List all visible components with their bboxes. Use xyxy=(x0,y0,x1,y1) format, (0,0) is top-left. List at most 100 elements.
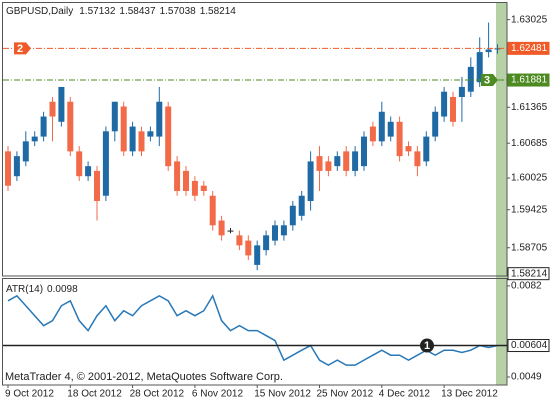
footer: MetaTrader 4, © 2001-2012, MetaQuotes So… xyxy=(5,371,283,383)
candle-body xyxy=(405,146,412,152)
level-marker-label: 2 xyxy=(17,43,23,55)
x-tick-label: 13 Dec 2012 xyxy=(441,389,498,400)
candle-body xyxy=(254,245,261,265)
candle-body xyxy=(5,151,11,186)
candle-body xyxy=(325,161,332,171)
candle-body xyxy=(111,101,118,132)
main-frame xyxy=(2,2,508,277)
candle-body xyxy=(343,151,350,171)
candle-body xyxy=(316,156,323,171)
quote-low: 1.57038 xyxy=(160,6,197,17)
candle-body xyxy=(174,161,181,191)
candle-body xyxy=(209,195,216,226)
candle-body xyxy=(334,156,341,167)
level-price-label: 1.62481 xyxy=(511,43,548,54)
candle-body xyxy=(156,101,163,137)
candle-body xyxy=(227,230,234,232)
candle-body xyxy=(450,96,456,122)
y-tick-label: 1.58705 xyxy=(511,242,548,253)
candle-body xyxy=(22,141,29,162)
atr-title: ATR(14) xyxy=(6,284,43,295)
x-tick-label: 9 Oct 2012 xyxy=(5,389,54,400)
level-marker-label: 3 xyxy=(484,74,490,86)
shift-area xyxy=(496,2,507,385)
candle-body xyxy=(352,151,359,171)
level-marker xyxy=(420,338,434,353)
x-tick-label: 18 Oct 2012 xyxy=(67,389,122,400)
candle-body xyxy=(423,136,430,162)
y-tick-label: 0.0082 xyxy=(511,281,542,292)
quote-high: 1.58437 xyxy=(119,6,156,17)
atr-line xyxy=(7,294,498,366)
candle-body xyxy=(76,151,83,177)
candle-body xyxy=(361,136,367,167)
level-price-label: 0.00604 xyxy=(511,340,548,351)
candle-body xyxy=(200,185,207,191)
candle-body xyxy=(289,205,296,226)
candle-body xyxy=(387,121,394,137)
y-tick-label: 1.60025 xyxy=(511,173,548,184)
candle-body xyxy=(165,106,172,167)
candle-body xyxy=(120,106,127,152)
candle-body xyxy=(191,180,198,196)
candle-body xyxy=(458,86,465,97)
x-tick-label: 28 Oct 2012 xyxy=(130,389,185,400)
x-tick-label: 6 Nov 2012 xyxy=(192,389,244,400)
candle-body xyxy=(245,240,252,256)
atr-frame xyxy=(2,278,508,386)
last-price-box xyxy=(507,267,550,281)
candle-body xyxy=(31,136,38,142)
candle-body xyxy=(218,220,225,236)
candle-body xyxy=(13,156,20,177)
y-tick-label: 0.0049 xyxy=(511,372,542,383)
candle-body xyxy=(485,49,492,53)
quote-open: 1.57132 xyxy=(79,6,116,17)
candle-body xyxy=(476,52,483,83)
candle-body xyxy=(396,121,403,157)
candle-body xyxy=(263,235,270,251)
level-price-box xyxy=(507,339,550,353)
plot-layer: 1.63025 1.61365 1.60685 1.60025 1.59425 1.587… xyxy=(3,14,550,400)
y-tick-label: 1.60685 xyxy=(511,138,548,149)
atr-current: 0.0098 xyxy=(47,284,78,295)
candle-body xyxy=(85,166,92,177)
candle-body xyxy=(58,86,65,122)
candle-body xyxy=(494,48,501,50)
candle-body xyxy=(441,91,448,117)
candle-body xyxy=(67,101,74,152)
chart-header: GBPUSD,Daily 1.57132 1.58437 1.57038 1.58214 xyxy=(6,6,236,17)
x-tick-label: 4 Dec 2012 xyxy=(379,389,431,400)
candle-body xyxy=(298,195,305,216)
atr-header: ATR(14) 0.0098 xyxy=(6,284,78,295)
candle-body xyxy=(94,170,100,202)
y-tick-label: 1.61365 xyxy=(511,102,548,113)
candle-body xyxy=(467,66,474,92)
level-price-box xyxy=(507,73,550,87)
candle-body xyxy=(129,126,136,152)
candle-body xyxy=(272,225,278,241)
quote-close: 1.58214 xyxy=(200,6,237,17)
candle-body xyxy=(138,131,145,152)
candle-body xyxy=(414,151,421,167)
level-price-box xyxy=(507,41,550,55)
candle-body xyxy=(432,111,439,137)
x-tick-label: 25 Nov 2012 xyxy=(317,389,374,400)
last-price-label: 1.58214 xyxy=(511,268,548,279)
y-tick-label: 1.63025 xyxy=(511,14,548,25)
level-marker-label: 1 xyxy=(424,340,430,352)
candle-body xyxy=(236,235,243,246)
candle-body xyxy=(40,116,47,137)
candle-body xyxy=(183,170,189,191)
candle-body xyxy=(378,111,385,142)
level-marker xyxy=(14,42,31,55)
candle-body xyxy=(280,225,287,236)
candle-body xyxy=(102,131,109,196)
y-tick-label: 1.59425 xyxy=(511,204,548,215)
level-price-label: 1.61881 xyxy=(511,75,548,86)
candle-body xyxy=(147,131,154,137)
candle-body xyxy=(49,101,56,117)
x-tick-label: 15 Nov 2012 xyxy=(254,389,311,400)
